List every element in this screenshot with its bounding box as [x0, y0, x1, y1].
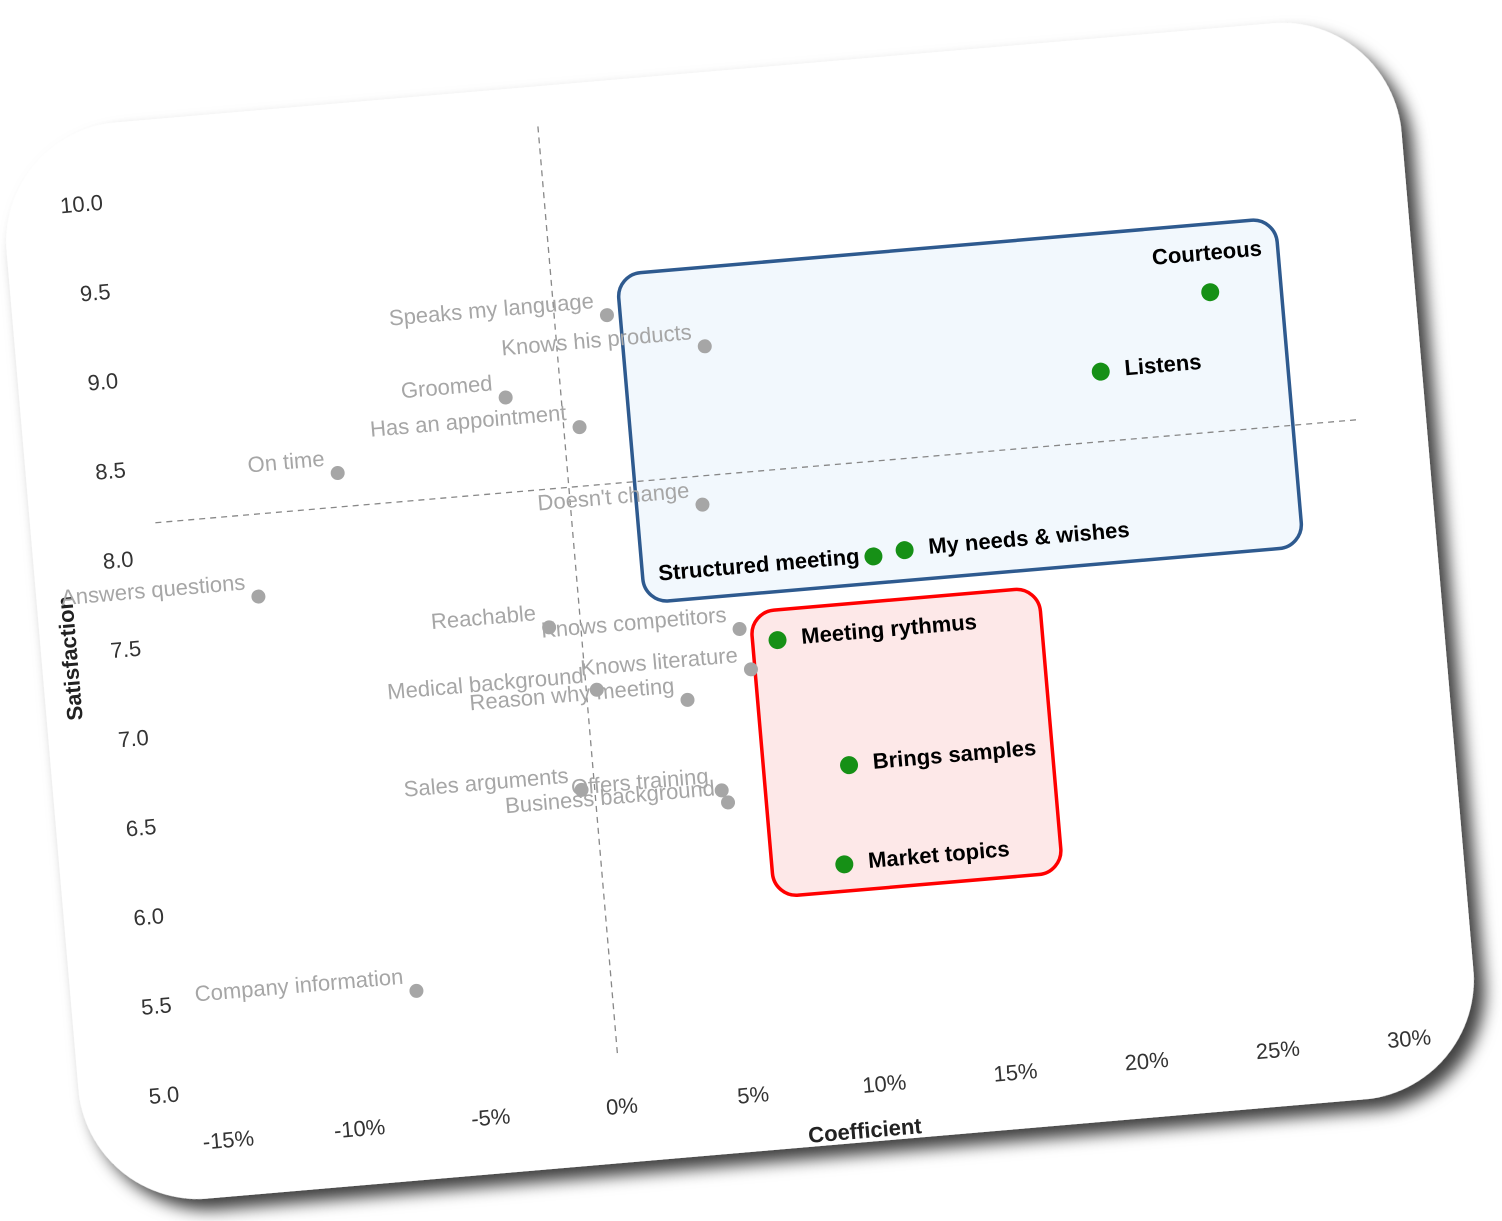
y-tick-label: 9.0 [87, 368, 120, 396]
x-tick-label: 20% [1124, 1047, 1170, 1076]
chart-card: Satisfaction Coefficient 5.05.56.06.57.0… [6, 22, 1474, 1199]
y-tick-label: 10.0 [59, 190, 104, 219]
point [572, 420, 587, 435]
point [768, 631, 787, 650]
point [589, 682, 604, 697]
x-tick-label: -15% [202, 1125, 255, 1154]
point [697, 339, 712, 354]
y-tick-label: 6.5 [125, 814, 158, 842]
point [599, 308, 614, 323]
point [680, 692, 695, 707]
x-tick-label: -10% [333, 1114, 386, 1143]
point [835, 855, 854, 874]
reference-line [155, 419, 1357, 524]
point [251, 589, 266, 604]
point [864, 547, 883, 566]
group-outline [616, 218, 1304, 603]
point [840, 756, 859, 775]
x-tick-label: -5% [470, 1103, 511, 1131]
x-tick-label: 10% [861, 1069, 907, 1098]
point [743, 662, 758, 677]
y-tick-label: 6.0 [132, 903, 165, 931]
y-tick-label: 5.5 [140, 992, 173, 1020]
point [542, 620, 557, 635]
point [895, 541, 914, 560]
x-tick-label: 25% [1255, 1036, 1301, 1065]
point [732, 621, 747, 636]
x-tick-label: 30% [1386, 1024, 1432, 1053]
point [574, 782, 589, 797]
point [695, 497, 710, 512]
reference-line [537, 126, 619, 1059]
x-tick-label: 15% [992, 1058, 1038, 1087]
point [330, 465, 345, 480]
x-tick-label: 0% [605, 1092, 639, 1120]
y-tick-label: 7.0 [117, 725, 150, 753]
y-tick-label: 7.5 [109, 636, 142, 664]
y-tick-label: 5.0 [148, 1081, 181, 1109]
point [498, 390, 513, 405]
y-tick-label: 8.0 [102, 546, 135, 574]
point [1091, 362, 1110, 381]
point [714, 783, 729, 798]
point [721, 795, 736, 810]
point [409, 983, 424, 998]
group-outline [750, 587, 1063, 898]
y-tick-label: 8.5 [94, 457, 127, 485]
x-tick-label: 5% [736, 1081, 770, 1109]
y-tick-label: 9.5 [79, 279, 112, 307]
point [1201, 283, 1220, 302]
card-background [6, 22, 1474, 1199]
